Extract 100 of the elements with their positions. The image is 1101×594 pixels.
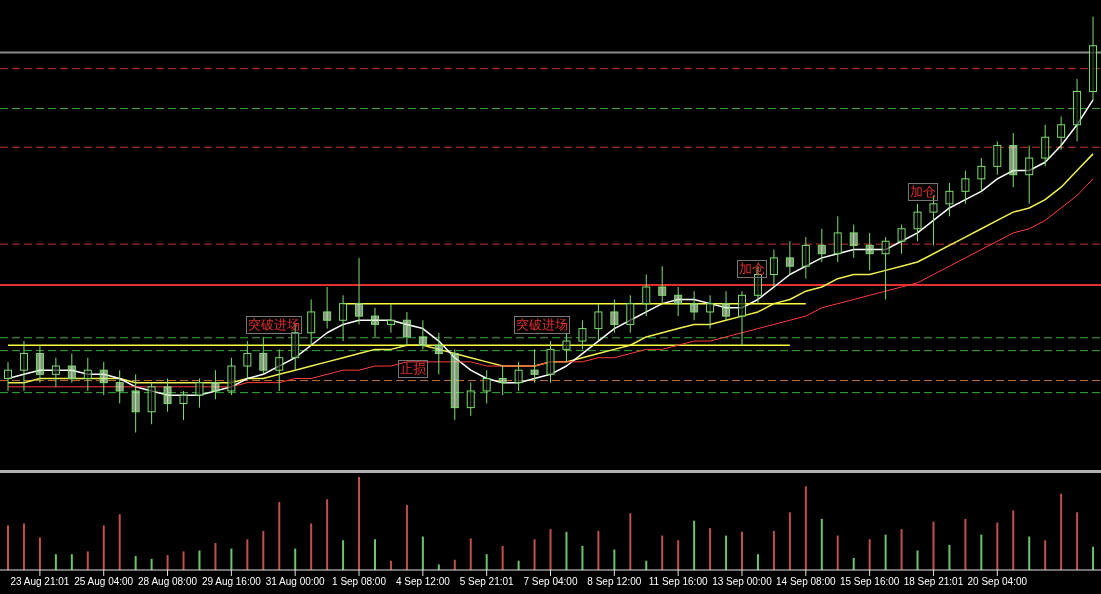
- candlestick: [147, 382, 156, 425]
- bar: [469, 538, 472, 570]
- bar: [134, 556, 137, 570]
- x-tick-label: 25 Aug 04:00: [74, 576, 134, 588]
- bar: [150, 558, 153, 570]
- candlestick: [434, 332, 443, 375]
- candlestick: [674, 286, 683, 317]
- annotation: 加仓: [737, 260, 767, 278]
- bar: [310, 523, 313, 570]
- candlestick: [1057, 115, 1066, 151]
- bar: [725, 535, 728, 570]
- bar: [756, 554, 759, 570]
- annotation: 加仓: [908, 183, 938, 201]
- candlestick: [833, 215, 842, 263]
- candlestick: [1041, 124, 1050, 167]
- bar: [326, 499, 329, 570]
- x-tick-label: 1 Sep 08:00: [332, 576, 387, 588]
- candlestick: [913, 203, 922, 242]
- bar: [613, 549, 616, 570]
- bar: [38, 537, 41, 570]
- candlestick: [275, 348, 284, 392]
- candlestick: [482, 369, 491, 404]
- candlestick: [977, 157, 986, 192]
- bar: [374, 539, 376, 570]
- bar: [852, 557, 855, 570]
- bar: [900, 529, 903, 570]
- candlestick: [849, 224, 858, 259]
- x-tick-label: 31 Aug 00:00: [265, 576, 326, 588]
- candlestick: [466, 382, 475, 417]
- bar: [118, 514, 121, 570]
- candlestick: [865, 232, 874, 271]
- bar: [533, 539, 536, 570]
- candlestick: [993, 140, 1002, 176]
- bar: [549, 529, 552, 570]
- bar: [1076, 512, 1079, 570]
- bar: [230, 548, 233, 570]
- bar: [772, 530, 775, 570]
- candlestick: [658, 265, 667, 305]
- candlestick: [371, 307, 379, 338]
- bar: [661, 535, 664, 570]
- candlestick: [578, 319, 587, 350]
- bar: [820, 518, 823, 570]
- x-tick-label: 15 Sep 16:00: [839, 576, 900, 588]
- bar: [86, 551, 89, 570]
- bar: [278, 502, 281, 570]
- candlestick: [83, 357, 92, 392]
- candlestick: [1025, 145, 1034, 205]
- candlestick: [355, 257, 364, 325]
- bar: [948, 544, 951, 570]
- candlestick: [163, 378, 172, 413]
- candlestick: [961, 170, 970, 205]
- x-tick-label: 28 Aug 08:00: [138, 576, 198, 588]
- candlestick: [386, 303, 395, 334]
- bar: [246, 539, 249, 570]
- bar: [804, 486, 807, 570]
- candlestick: [402, 311, 411, 346]
- bar: [629, 513, 632, 570]
- candlestick: [642, 274, 651, 317]
- candlestick: [115, 369, 124, 404]
- bar: [102, 525, 105, 570]
- bar: [22, 523, 25, 570]
- bar: [166, 555, 169, 570]
- candlestick: [19, 340, 28, 392]
- candlestick: [243, 340, 252, 379]
- candlestick: [706, 294, 715, 330]
- bar: [421, 536, 424, 570]
- bar: [182, 551, 185, 570]
- bar: [70, 554, 73, 570]
- bar: [884, 534, 887, 570]
- candlestick: [514, 361, 523, 392]
- candlestick: [722, 290, 731, 321]
- candlestick: [227, 357, 236, 396]
- candlestick: [562, 332, 571, 363]
- bar: [453, 559, 456, 570]
- candlestick: [179, 390, 188, 421]
- x-tick-label: 7 Sep 04:00: [523, 576, 578, 588]
- bar: [358, 477, 361, 570]
- candlestick: [530, 348, 539, 384]
- candlestick: [610, 298, 619, 334]
- x-tick-label: 5 Sep 21:01: [459, 576, 515, 588]
- bar: [565, 531, 568, 570]
- bar: [1092, 546, 1095, 570]
- candlestick: [307, 298, 316, 346]
- x-tick-label: 4 Sep 12:00: [395, 576, 451, 588]
- candlestick: [35, 344, 44, 384]
- bar: [916, 550, 919, 570]
- x-tick-label: 23 Aug 21:01: [10, 576, 70, 588]
- bar: [788, 512, 791, 570]
- bar: [996, 522, 999, 570]
- x-tick-label: 18 Sep 21:01: [903, 576, 964, 588]
- bar: [964, 518, 967, 570]
- candlestick: [323, 286, 332, 330]
- bar: [342, 540, 345, 570]
- candlestick: [1089, 16, 1098, 101]
- bar: [581, 545, 584, 570]
- bar: [677, 540, 680, 570]
- candlestick: [546, 340, 555, 384]
- candlestick: [594, 303, 603, 342]
- candlestick: [690, 290, 699, 321]
- candlestick: [418, 319, 427, 350]
